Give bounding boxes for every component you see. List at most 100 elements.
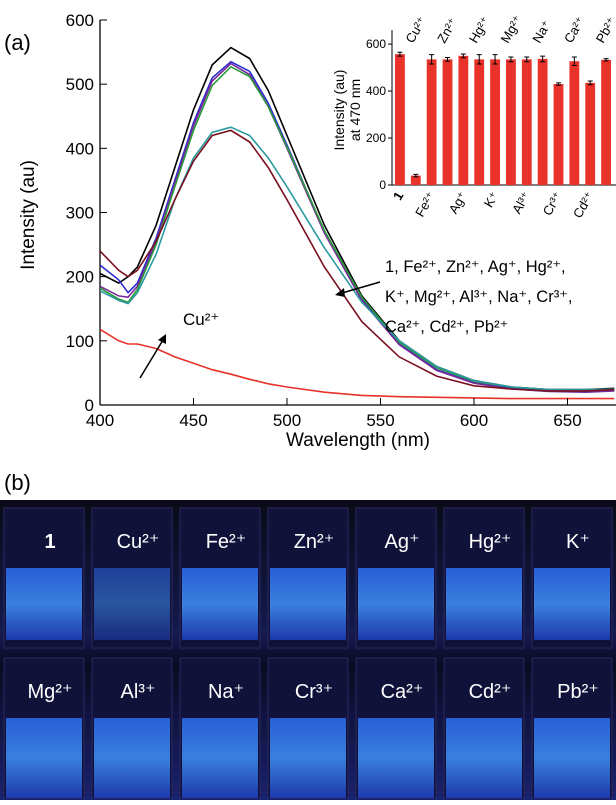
x-tick-label: 450	[179, 411, 207, 430]
bar	[474, 59, 485, 185]
arrow	[139, 339, 164, 379]
error-bar	[540, 55, 546, 63]
vial-liquid	[6, 568, 82, 640]
x-tick-label: K⁺	[481, 189, 502, 210]
bar	[426, 59, 437, 185]
y-tick-label: 200	[366, 131, 386, 145]
bar	[553, 84, 564, 185]
x-tick-label: Fe²⁺	[412, 189, 438, 219]
annotation: Cu²⁺	[183, 310, 219, 329]
vial-liquid	[6, 718, 82, 798]
y-tick-label: 400	[366, 84, 386, 98]
error-bar	[571, 56, 577, 66]
y-tick-label: 0	[85, 396, 94, 415]
error-bar	[445, 56, 450, 62]
bar	[410, 175, 421, 185]
y-tick-label: 600	[66, 11, 94, 30]
x-axis-label: Wavelength (nm)	[286, 430, 430, 451]
error-bar	[413, 173, 419, 178]
inset-chart: Intensity (au) at 470 nm 02004006001Cu²⁺…	[331, 13, 616, 221]
x-tick-label: Cd²⁺	[570, 189, 597, 221]
inset-background	[392, 28, 616, 186]
x-tick-label: 650	[553, 411, 581, 430]
x-tick-label: 550	[366, 411, 394, 430]
inset-y-label: at 470 nm	[347, 79, 363, 141]
spectrum-line	[100, 126, 615, 391]
vial-liquid	[182, 718, 258, 798]
vial-label: Ca²⁺	[381, 681, 424, 703]
x-tick-label: Al³⁺	[509, 189, 533, 216]
bar	[569, 61, 580, 185]
vial-label: Al³⁺	[121, 681, 156, 703]
error-bar	[508, 56, 514, 63]
bar	[506, 59, 516, 185]
vial-label: Pb²⁺	[557, 681, 599, 703]
vial-label: Cr³⁺	[295, 681, 333, 703]
error-bar	[556, 82, 561, 86]
vial-liquid	[94, 568, 170, 640]
bar	[490, 59, 500, 185]
vial-liquid	[446, 718, 522, 798]
error-bar	[460, 53, 466, 59]
y-tick-label: 500	[66, 75, 94, 94]
vial-label: K⁺	[566, 531, 590, 553]
vial-label: Hg²⁺	[469, 531, 512, 553]
bar	[585, 82, 596, 185]
panel-label: (b)	[4, 470, 31, 495]
x-tick-label: 400	[86, 411, 114, 430]
bar	[601, 59, 611, 185]
x-tick-label: Cr³⁺	[540, 189, 565, 218]
bar	[395, 54, 405, 185]
y-tick-label: 100	[66, 332, 94, 351]
x-tick-label: 1	[390, 189, 407, 203]
error-bar	[429, 54, 435, 65]
vial-label: Ag⁺	[384, 531, 419, 553]
error-bar	[476, 54, 482, 65]
plot-area	[100, 46, 615, 400]
x-tick-label: 500	[273, 411, 301, 430]
bar	[521, 59, 532, 185]
spectrum-line	[100, 129, 615, 392]
error-bar	[603, 58, 609, 62]
y-tick-label: 200	[66, 268, 94, 287]
y-tick-label: 600	[366, 37, 386, 51]
error-bar	[587, 80, 593, 86]
y-tick-label: 300	[66, 204, 94, 223]
y-tick-label: 0	[379, 178, 386, 192]
vial-liquid	[358, 568, 434, 640]
vial-label: Cd²⁺	[469, 681, 512, 703]
error-bar	[492, 54, 498, 65]
vial-liquid	[94, 718, 170, 798]
bar	[442, 59, 453, 185]
annotation: K⁺, Mg²⁺, Al³⁺, Na⁺, Cr³⁺,	[385, 288, 572, 306]
inset-y-label: Intensity (au)	[331, 70, 347, 151]
spectrum-line	[100, 328, 615, 400]
arrow-head	[158, 334, 166, 344]
vial-label: Cu²⁺	[117, 531, 160, 553]
vial-label: Fe²⁺	[206, 531, 247, 553]
error-bar	[397, 51, 403, 57]
annotations: Cu²⁺ 1, Fe²⁺, Zn²⁺, Ag⁺, Hg²⁺, K⁺, Mg²⁺,…	[139, 258, 572, 379]
vial-liquid	[270, 568, 346, 640]
vial-liquid	[182, 568, 258, 640]
vial-label: Mg²⁺	[28, 681, 73, 703]
arrow	[341, 281, 381, 294]
bar	[537, 58, 548, 185]
vial-liquid	[534, 718, 610, 798]
error-bar	[524, 56, 530, 63]
y-axis-label: Intensity (au)	[18, 160, 39, 270]
x-tick-label: 600	[460, 411, 488, 430]
vial-liquid	[534, 568, 610, 640]
vial-label: Na⁺	[208, 681, 244, 703]
panel-label: (a)	[4, 30, 31, 55]
vial-liquid	[270, 718, 346, 798]
vial-label: Zn²⁺	[294, 531, 335, 553]
annotation: 1, Fe²⁺, Zn²⁺, Ag⁺, Hg²⁺,	[385, 258, 566, 276]
photo: 1 Cu²⁺ Fe²⁺ Zn²⁺ Ag⁺ Hg²⁺ K⁺ Mg²⁺ Al³⁺ Na⁺ Cr³⁺ Ca²…	[0, 500, 616, 800]
vial-liquid	[446, 568, 522, 640]
vial-label: 1	[44, 531, 55, 553]
annotation: Ca²⁺, Cd²⁺, Pb²⁺	[385, 318, 508, 336]
bar	[458, 55, 469, 186]
y-tick-label: 400	[66, 139, 94, 158]
